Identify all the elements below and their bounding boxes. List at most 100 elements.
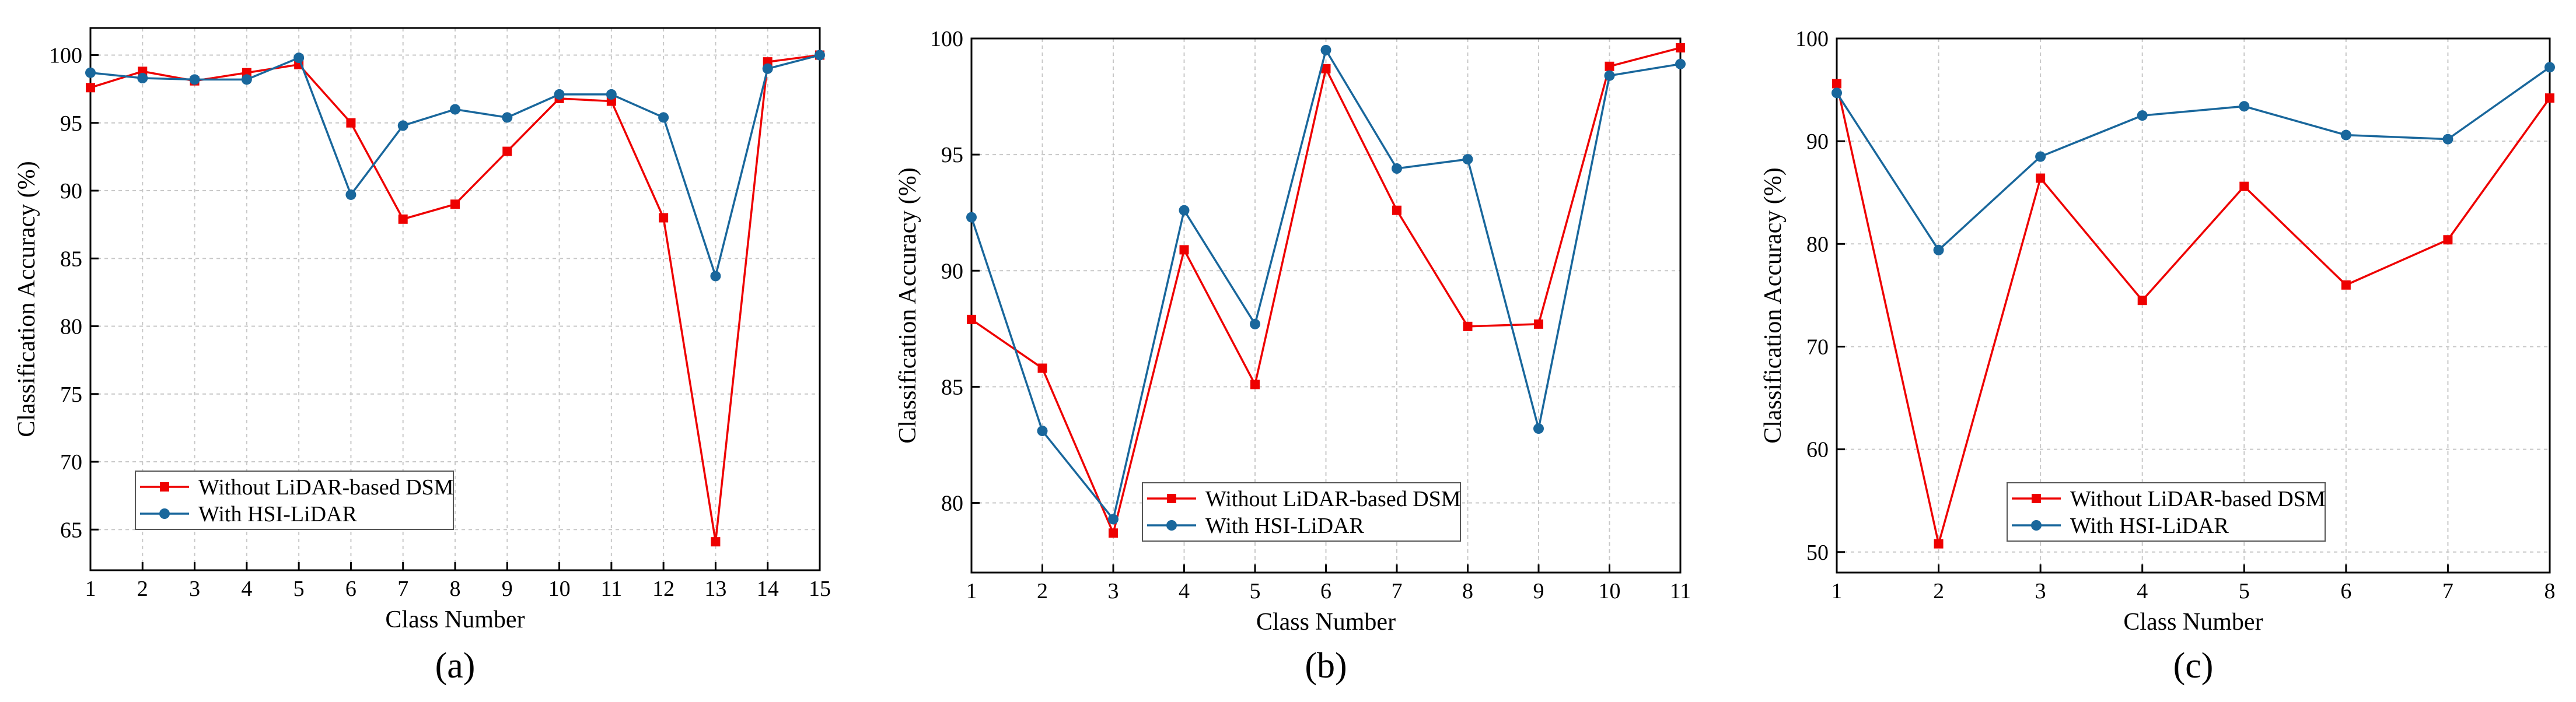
y-axis-ticks: 50 60 70 80 90 100 — [1795, 27, 1845, 565]
y-axis-title: Classification Accuracy (%) — [894, 167, 921, 443]
x-tick-label: 10 — [548, 577, 571, 601]
series-without-lidar-dsm — [967, 43, 1685, 538]
data-point — [397, 120, 408, 131]
y-tick-label: 90 — [1806, 129, 1829, 154]
data-point — [1109, 528, 1118, 538]
x-tick-label: 7 — [1392, 579, 1403, 603]
legend-label: With HSI-LiDAR — [198, 502, 357, 526]
data-point — [1832, 79, 1841, 89]
data-point — [241, 74, 252, 85]
y-tick-label: 90 — [941, 259, 963, 283]
x-tick-label: 7 — [2442, 579, 2453, 603]
legend-swatch-marker — [2031, 520, 2042, 531]
x-tick-label: 12 — [652, 577, 674, 601]
y-tick-label: 65 — [60, 518, 82, 542]
y-tick-label: 60 — [1806, 438, 1829, 462]
legend-swatch-marker — [160, 482, 169, 492]
y-tick-label: 95 — [941, 143, 963, 167]
x-tick-label: 10 — [1599, 579, 1621, 603]
x-tick-label: 14 — [757, 577, 779, 601]
y-tick-label: 80 — [60, 315, 82, 339]
y-tick-label: 85 — [941, 375, 963, 399]
x-tick-label: 3 — [1108, 579, 1119, 603]
x-tick-label: 5 — [1250, 579, 1261, 603]
x-tick-label: 8 — [1462, 579, 1473, 603]
data-point — [2239, 101, 2250, 112]
x-tick-label: 7 — [397, 577, 408, 601]
legend-swatch-marker — [2032, 494, 2041, 503]
data-point — [1179, 245, 1189, 255]
chart-panel-c: 1 2 3 4 5 6 7 8 50 60 70 80 90 100 Class Number Classif… — [1760, 27, 2556, 686]
y-tick-label: 75 — [60, 382, 82, 407]
y-tick-label: 50 — [1806, 540, 1829, 565]
x-tick-label: 5 — [293, 577, 305, 601]
data-point — [85, 67, 96, 78]
gridlines — [90, 28, 820, 570]
series-line — [90, 54, 820, 280]
legend-label: Without LiDAR-based DSM — [198, 475, 454, 500]
data-point — [293, 52, 305, 64]
data-point — [1392, 163, 1402, 174]
x-axis-title: Class Number — [2123, 609, 2263, 636]
chart-panel-b: 1 2 3 4 5 6 7 8 9 10 11 80 85 90 95 100 Class Number Clas… — [894, 27, 1691, 686]
x-axis-ticks: 1 2 3 4 5 6 7 8 9 10 11 — [966, 564, 1691, 603]
chart-panel-a: 1 2 3 4 5 6 7 8 9 10 11 12 13 14 1565707580859095100Cl… — [13, 27, 831, 686]
data-point — [606, 89, 617, 100]
series-with-hsi-lidar — [1831, 62, 2555, 255]
y-tick-label: 100 — [49, 44, 82, 68]
data-point — [2443, 235, 2453, 245]
x-tick-label: 4 — [241, 577, 252, 601]
data-point — [815, 50, 825, 61]
x-tick-label: 8 — [450, 577, 461, 601]
data-point — [346, 118, 356, 128]
data-point — [502, 112, 513, 123]
legend-box — [135, 471, 454, 530]
y-axis-ticks: 80 85 90 95 100 — [930, 27, 980, 516]
data-point — [2340, 129, 2351, 141]
y-tick-label: 70 — [60, 450, 82, 475]
x-tick-label: 1 — [966, 579, 977, 603]
data-point — [1676, 43, 1685, 52]
x-tick-label: 6 — [1320, 579, 1331, 603]
data-point — [450, 199, 460, 209]
x-tick-label: 11 — [601, 577, 623, 601]
series-with-hsi-lidar — [966, 44, 1686, 525]
data-point — [137, 73, 148, 84]
data-point — [1605, 61, 1614, 71]
data-point — [450, 104, 460, 115]
x-tick-label: 2 — [1037, 579, 1048, 603]
y-axis-ticks: 65 70 75 80 85 90 95 100 — [49, 44, 99, 542]
gridlines — [971, 38, 1680, 573]
x-tick-label: 13 — [704, 577, 726, 601]
data-point — [1934, 539, 1944, 549]
y-axis-title: Classification Accuracy (%) — [13, 161, 40, 437]
legend-label: Without LiDAR-based DSM — [2070, 487, 2326, 511]
x-tick-label: 3 — [2035, 579, 2046, 603]
data-point — [1462, 154, 1473, 165]
data-point — [1533, 423, 1544, 434]
data-point — [2035, 151, 2046, 162]
y-tick-label: 100 — [930, 27, 963, 51]
y-tick-label: 100 — [1795, 27, 1829, 51]
x-tick-label: 1 — [85, 577, 96, 601]
data-point — [1463, 321, 1473, 331]
x-tick-label: 6 — [2340, 579, 2351, 603]
data-point — [1933, 244, 1944, 255]
legend-box — [1142, 482, 1461, 542]
x-tick-label: 9 — [1533, 579, 1544, 603]
x-axis-title: Class Number — [1256, 609, 1396, 636]
series-without-lidar-dsm — [1832, 79, 2554, 549]
data-point — [967, 314, 976, 324]
data-point — [2137, 110, 2148, 121]
data-point — [710, 271, 721, 282]
legend-swatch-marker — [1167, 494, 1176, 503]
plot-frame — [1836, 37, 2551, 574]
data-point — [1037, 363, 1047, 373]
x-axis-title: Class Number — [385, 606, 525, 633]
x-axis-ticks: 1 2 3 4 5 6 7 8 9 10 11 12 13 14 15 — [85, 562, 831, 601]
data-point — [1108, 514, 1119, 525]
x-tick-label: 15 — [809, 577, 831, 601]
x-tick-label: 4 — [1179, 579, 1190, 603]
y-tick-label: 80 — [941, 492, 963, 516]
